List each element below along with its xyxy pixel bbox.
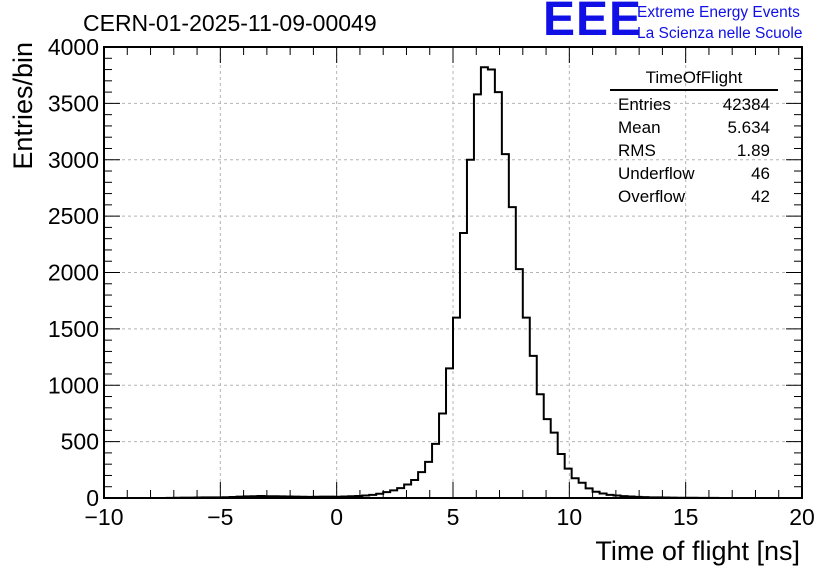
y-tick-label: 4000 bbox=[48, 34, 99, 60]
stats-label: Underflow bbox=[618, 164, 695, 183]
stats-box: TimeOfFlight Entries 42384 Mean 5.634 RM… bbox=[610, 68, 778, 208]
stats-row-mean: Mean 5.634 bbox=[610, 116, 778, 139]
x-tick-label: 5 bbox=[447, 504, 460, 530]
stats-row-entries: Entries 42384 bbox=[610, 93, 778, 116]
run-title: CERN-01-2025-11-09-00049 bbox=[83, 10, 377, 36]
y-tick-label: 500 bbox=[61, 429, 99, 455]
stats-label: Mean bbox=[618, 118, 661, 137]
x-axis-label: Time of flight [ns] bbox=[595, 536, 800, 566]
x-tick-labels: −10 −5 0 5 10 15 20 bbox=[84, 504, 814, 530]
stats-value: 5.634 bbox=[727, 118, 770, 137]
stats-row-overflow: Overflow 42 bbox=[610, 185, 778, 208]
axis-ticks bbox=[103, 46, 803, 499]
y-tick-labels: 0 500 1000 1500 2000 2500 3000 3500 4000 bbox=[48, 34, 99, 511]
stats-title: TimeOfFlight bbox=[610, 68, 778, 91]
x-tick-label: 0 bbox=[330, 504, 343, 530]
stats-label: Entries bbox=[618, 95, 671, 114]
y-tick-label: 1500 bbox=[48, 316, 99, 342]
x-tick-label: −10 bbox=[84, 504, 123, 530]
x-tick-label: −5 bbox=[207, 504, 233, 530]
y-tick-label: 1000 bbox=[48, 372, 99, 398]
stats-label: Overflow bbox=[618, 187, 686, 206]
x-tick-label: 10 bbox=[557, 504, 583, 530]
stats-row-rms: RMS 1.89 bbox=[610, 139, 778, 162]
stats-value: 42 bbox=[751, 187, 770, 206]
logo-subtitle-2: La Scienza nelle Scuole bbox=[637, 25, 803, 42]
y-axis-label: Entries/bin bbox=[8, 42, 38, 170]
y-tick-label: 3000 bbox=[48, 147, 99, 173]
stats-value: 46 bbox=[751, 164, 770, 183]
y-tick-label: 2500 bbox=[48, 203, 99, 229]
y-tick-label: 3500 bbox=[48, 90, 99, 116]
eee-logo: EEE bbox=[543, 0, 643, 46]
x-tick-label: 20 bbox=[789, 504, 815, 530]
stats-value: 1.89 bbox=[736, 141, 770, 160]
stats-value: 42384 bbox=[722, 95, 770, 114]
y-tick-label: 2000 bbox=[48, 260, 99, 286]
logo-subtitle-1: Extreme Energy Events bbox=[637, 4, 800, 21]
y-tick-label: 0 bbox=[86, 485, 99, 511]
x-tick-label: 15 bbox=[673, 504, 699, 530]
stats-label: RMS bbox=[618, 141, 656, 160]
stats-row-underflow: Underflow 46 bbox=[610, 162, 778, 185]
